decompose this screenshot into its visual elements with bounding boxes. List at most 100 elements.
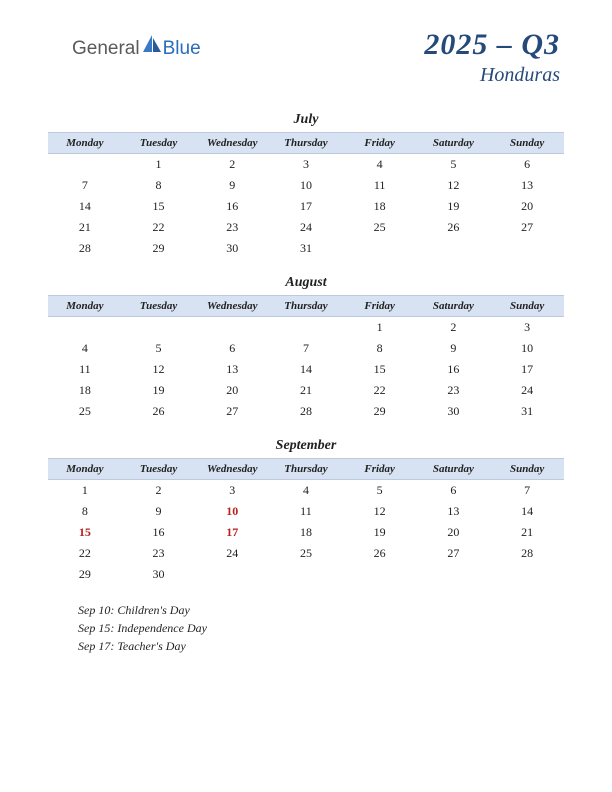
calendar-table: MondayTuesdayWednesdayThursdayFridaySatu…: [48, 295, 564, 422]
calendar-row: 1234567: [48, 480, 564, 502]
calendar-table: MondayTuesdayWednesdayThursdayFridaySatu…: [48, 132, 564, 259]
calendar-cell: 25: [48, 401, 122, 422]
month-block: AugustMondayTuesdayWednesdayThursdayFrid…: [48, 275, 564, 422]
calendar-cell: 30: [122, 564, 196, 585]
calendar-cell: 7: [490, 480, 564, 502]
calendar-row: 11121314151617: [48, 359, 564, 380]
calendar-cell: [48, 154, 122, 176]
calendar-cell: 2: [122, 480, 196, 502]
day-header: Thursday: [269, 133, 343, 154]
calendar-cell: 17: [269, 196, 343, 217]
calendar-cell: 31: [490, 401, 564, 422]
calendar-cell: 9: [195, 175, 269, 196]
calendar-cell: 11: [48, 359, 122, 380]
calendar-cell: 22: [122, 217, 196, 238]
header: 2025 – Q3 Honduras: [424, 28, 560, 87]
calendar-cell: 16: [195, 196, 269, 217]
calendar-cell: [417, 564, 491, 585]
calendar-cell: 18: [269, 522, 343, 543]
calendar-cell: 21: [48, 217, 122, 238]
holiday-entry: Sep 15: Independence Day: [78, 619, 564, 637]
calendar-cell: 9: [122, 501, 196, 522]
day-header: Monday: [48, 296, 122, 317]
day-header: Sunday: [490, 459, 564, 480]
calendar-cell: 7: [269, 338, 343, 359]
month-name: September: [48, 438, 564, 454]
month-block: JulyMondayTuesdayWednesdayThursdayFriday…: [48, 112, 564, 259]
calendar-cell: 15: [48, 522, 122, 543]
calendar-cell: 30: [417, 401, 491, 422]
calendar-cell: 2: [417, 317, 491, 339]
calendar-cell: 19: [122, 380, 196, 401]
calendar-cell: 3: [269, 154, 343, 176]
calendar-cell: 12: [417, 175, 491, 196]
calendar-cell: 18: [343, 196, 417, 217]
logo-sail-icon: [141, 34, 163, 54]
holiday-entry: Sep 17: Teacher's Day: [78, 637, 564, 655]
calendar-cell: 27: [195, 401, 269, 422]
calendar-row: 45678910: [48, 338, 564, 359]
calendar-cell: 4: [269, 480, 343, 502]
calendar-cell: 13: [195, 359, 269, 380]
calendar-cell: 15: [343, 359, 417, 380]
calendar-row: 891011121314: [48, 501, 564, 522]
calendar-cell: 14: [490, 501, 564, 522]
day-header: Saturday: [417, 296, 491, 317]
calendar-cell: 1: [343, 317, 417, 339]
calendar-cell: 28: [490, 543, 564, 564]
day-header: Saturday: [417, 459, 491, 480]
calendar-cell: 23: [195, 217, 269, 238]
calendar-cell: 26: [417, 217, 491, 238]
calendar-cell: 6: [417, 480, 491, 502]
day-header: Monday: [48, 133, 122, 154]
calendar-row: 2930: [48, 564, 564, 585]
day-header: Thursday: [269, 296, 343, 317]
calendar-cell: 15: [122, 196, 196, 217]
calendar-cell: [122, 317, 196, 339]
calendar-cell: 5: [343, 480, 417, 502]
day-header: Wednesday: [195, 133, 269, 154]
calendar-cell: [269, 564, 343, 585]
calendar-cell: [195, 317, 269, 339]
calendar-row: 22232425262728: [48, 543, 564, 564]
calendar-cell: 11: [269, 501, 343, 522]
calendar-cell: 28: [269, 401, 343, 422]
calendar-cell: 12: [122, 359, 196, 380]
calendar-cell: 4: [343, 154, 417, 176]
page-title: 2025 – Q3: [424, 28, 560, 62]
calendar-cell: 21: [490, 522, 564, 543]
calendar-cell: 1: [122, 154, 196, 176]
day-header: Friday: [343, 133, 417, 154]
calendar-row: 25262728293031: [48, 401, 564, 422]
calendar-cell: 27: [490, 217, 564, 238]
calendar-cell: 19: [343, 522, 417, 543]
calendar-cell: 26: [122, 401, 196, 422]
calendar-row: 15161718192021: [48, 522, 564, 543]
calendar-cell: [48, 317, 122, 339]
calendar-cell: 29: [122, 238, 196, 259]
logo-text-2: Blue: [163, 38, 201, 60]
calendar-cell: 6: [490, 154, 564, 176]
calendar-cell: 5: [417, 154, 491, 176]
calendar-row: 21222324252627: [48, 217, 564, 238]
day-header: Thursday: [269, 459, 343, 480]
calendar-row: 123: [48, 317, 564, 339]
calendar-cell: 2: [195, 154, 269, 176]
calendar-cell: 7: [48, 175, 122, 196]
calendar-cell: 3: [195, 480, 269, 502]
calendar-cell: 23: [122, 543, 196, 564]
calendar-cell: 11: [343, 175, 417, 196]
calendar-cell: 28: [48, 238, 122, 259]
day-header: Saturday: [417, 133, 491, 154]
day-header: Friday: [343, 296, 417, 317]
calendar-row: 123456: [48, 154, 564, 176]
calendar-cell: 27: [417, 543, 491, 564]
calendar-cell: 20: [195, 380, 269, 401]
holiday-entry: Sep 10: Children's Day: [78, 601, 564, 619]
calendar-row: 18192021222324: [48, 380, 564, 401]
day-header: Tuesday: [122, 133, 196, 154]
day-header: Friday: [343, 459, 417, 480]
calendar-cell: 1: [48, 480, 122, 502]
calendar-cell: 8: [343, 338, 417, 359]
calendar-cell: [195, 564, 269, 585]
